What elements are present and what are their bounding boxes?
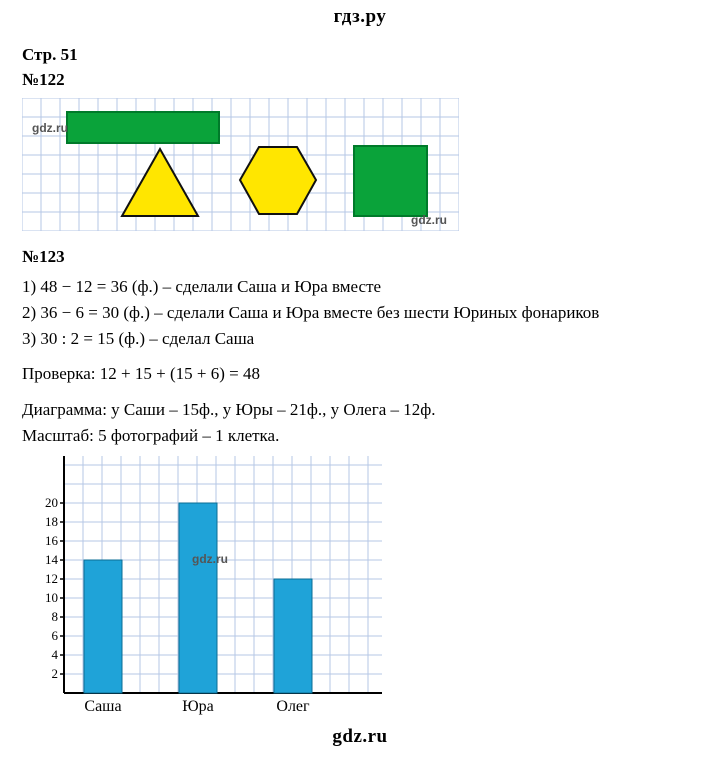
- svg-text:6: 6: [52, 628, 59, 643]
- diagram-text: Диаграмма: у Саши – 15ф., у Юры – 21ф., …: [22, 398, 698, 422]
- task122-figure: gdz.ru gdz.ru: [22, 98, 457, 233]
- check-line: Проверка: 12 + 15 + (15 + 6) = 48: [22, 362, 698, 386]
- watermark-icon: gdz.ru: [32, 120, 68, 137]
- scale-text: Масштаб: 5 фотографий – 1 клетка.: [22, 424, 698, 448]
- svg-text:8: 8: [52, 609, 59, 624]
- svg-text:Саша: Саша: [84, 698, 121, 715]
- svg-text:18: 18: [45, 514, 58, 529]
- site-footer: gdz.ru: [0, 720, 720, 755]
- solution-line: 1) 48 − 12 = 36 (ф.) – сделали Саша и Юр…: [22, 275, 698, 299]
- bar-chart-svg: 2 4 6 8 10 12 14 16 18 20 Саша Юра Олег: [22, 456, 382, 716]
- svg-text:16: 16: [45, 533, 59, 548]
- svg-text:Юра: Юра: [182, 698, 214, 715]
- task123-number: №123: [22, 245, 698, 269]
- svg-text:4: 4: [52, 647, 59, 662]
- svg-text:Олег: Олег: [276, 698, 310, 715]
- svg-text:12: 12: [45, 571, 58, 586]
- solution-line: 2) 36 − 6 = 30 (ф.) – сделали Саша и Юра…: [22, 301, 698, 325]
- watermark-icon: gdz.ru: [411, 212, 447, 229]
- svg-text:10: 10: [45, 590, 58, 605]
- task123-section: №123 1) 48 − 12 = 36 (ф.) – сделали Саша…: [22, 245, 698, 716]
- watermark-icon: gdz.ru: [192, 551, 228, 568]
- svg-text:14: 14: [45, 552, 59, 567]
- task122-number: №122: [22, 68, 698, 92]
- solution-lines: 1) 48 − 12 = 36 (ф.) – сделали Саша и Юр…: [22, 275, 698, 350]
- task123-chart: 2 4 6 8 10 12 14 16 18 20 Саша Юра Олег gdz.ru: [22, 456, 382, 716]
- page-content: Стр. 51 №122 gdz.ru gdz.ru №123 1) 48 − …: [0, 35, 720, 720]
- svg-text:2: 2: [52, 666, 59, 681]
- svg-text:20: 20: [45, 495, 58, 510]
- page-label: Стр. 51: [22, 43, 698, 67]
- shapes-svg: [22, 98, 459, 231]
- site-header: гдз.ру: [0, 0, 720, 35]
- solution-line: 3) 30 : 2 = 15 (ф.) – сделал Саша: [22, 327, 698, 351]
